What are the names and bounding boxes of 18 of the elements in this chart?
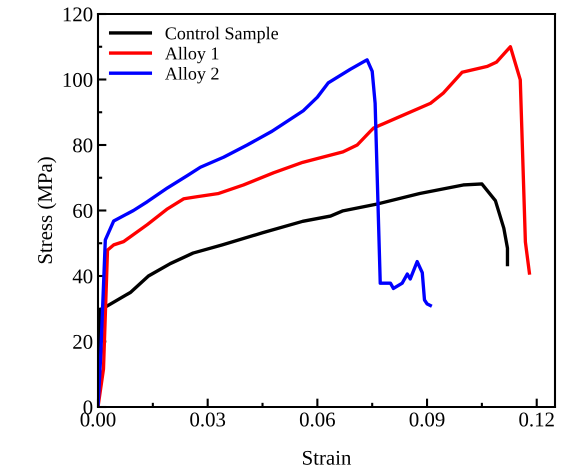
y-tick-label: 120 [64, 7, 92, 22]
x-tick-label: 0.03 [190, 412, 226, 427]
legend-label: Alloy 1 [164, 46, 218, 64]
x-tick-label: 0.09 [410, 412, 444, 427]
x-axis-title: Strain [303, 450, 352, 465]
y-tick-label: 100 [64, 72, 92, 87]
x-tick-label: 0.00 [80, 412, 116, 427]
y-tick-label: 40 [72, 269, 92, 284]
legend-label: Control Sample [166, 26, 278, 44]
y-tick-label: 0 [84, 400, 92, 414]
y-axis-title: Stress (MPa) [37, 157, 56, 264]
y-tick-label: 20 [73, 334, 92, 349]
y-tick-label: 60 [73, 204, 92, 218]
y-tick-label: 80 [73, 138, 92, 152]
legend-label: Alloy 2 [164, 66, 218, 84]
x-tick-label: 0.06 [300, 412, 335, 427]
x-tick-label: 0.12 [519, 412, 554, 427]
line-series [98, 45, 532, 407]
